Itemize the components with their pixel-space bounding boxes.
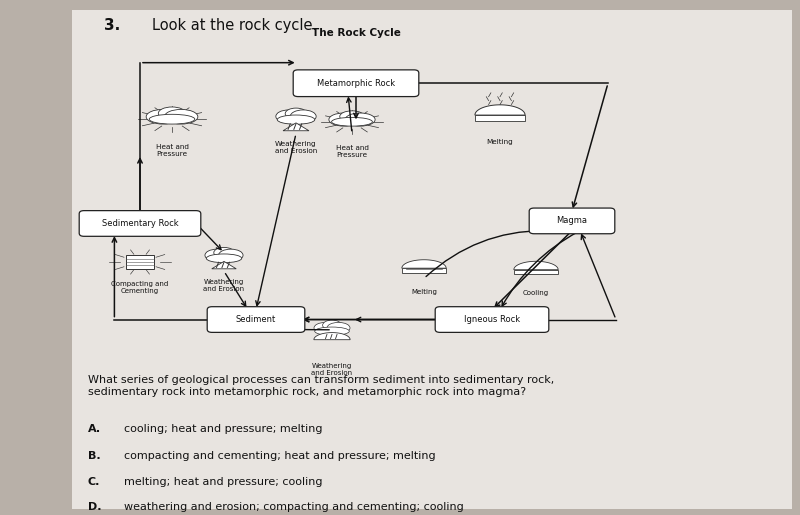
Ellipse shape — [346, 113, 375, 126]
Ellipse shape — [206, 254, 242, 263]
Ellipse shape — [285, 108, 307, 119]
Ellipse shape — [314, 327, 350, 335]
Bar — [126, 255, 154, 269]
Ellipse shape — [214, 247, 234, 258]
Ellipse shape — [329, 113, 358, 126]
FancyBboxPatch shape — [79, 211, 201, 236]
Ellipse shape — [290, 110, 316, 123]
Text: C.: C. — [88, 477, 100, 487]
Ellipse shape — [205, 249, 230, 262]
Text: The Rock Cycle: The Rock Cycle — [311, 28, 401, 39]
Bar — [514, 270, 558, 274]
Text: What series of geological processes can transform sediment into sedimentary rock: What series of geological processes can … — [88, 375, 554, 397]
Ellipse shape — [332, 117, 373, 126]
Text: Look at the rock cycle.: Look at the rock cycle. — [152, 18, 318, 33]
Ellipse shape — [158, 107, 186, 119]
Ellipse shape — [327, 322, 350, 334]
FancyBboxPatch shape — [530, 208, 614, 234]
Text: Melting: Melting — [486, 139, 514, 145]
Text: Cooling: Cooling — [523, 290, 549, 296]
Bar — [402, 268, 446, 273]
Polygon shape — [283, 123, 309, 131]
Ellipse shape — [322, 320, 342, 330]
FancyBboxPatch shape — [207, 307, 305, 332]
Polygon shape — [212, 262, 236, 269]
FancyBboxPatch shape — [435, 307, 549, 332]
Text: Compacting and
Cementing: Compacting and Cementing — [111, 281, 169, 294]
Text: Melting: Melting — [411, 289, 437, 295]
Text: cooling; heat and pressure; melting: cooling; heat and pressure; melting — [124, 424, 322, 434]
Ellipse shape — [218, 249, 243, 262]
Ellipse shape — [149, 114, 195, 124]
Ellipse shape — [146, 109, 179, 124]
Text: weathering and erosion; compacting and cementing; cooling: weathering and erosion; compacting and c… — [124, 503, 464, 512]
Polygon shape — [475, 105, 525, 115]
Text: Heat and
Pressure: Heat and Pressure — [335, 145, 369, 158]
Polygon shape — [514, 261, 558, 270]
Text: Weathering
and Erosion: Weathering and Erosion — [311, 363, 353, 376]
Text: Igneous Rock: Igneous Rock — [464, 315, 520, 324]
Text: Weathering
and Erosion: Weathering and Erosion — [275, 141, 317, 154]
Text: Magma: Magma — [557, 216, 587, 226]
Text: compacting and cementing; heat and pressure; melting: compacting and cementing; heat and press… — [124, 451, 436, 461]
Polygon shape — [402, 260, 446, 268]
Text: Metamorphic Rock: Metamorphic Rock — [317, 79, 395, 88]
Polygon shape — [314, 333, 350, 340]
Ellipse shape — [340, 111, 364, 122]
Text: B.: B. — [88, 451, 101, 461]
Text: Heat and
Pressure: Heat and Pressure — [155, 144, 189, 157]
Bar — [475, 115, 525, 121]
Text: Sediment: Sediment — [236, 315, 276, 324]
Text: Sedimentary Rock: Sedimentary Rock — [102, 219, 178, 228]
Text: 3.: 3. — [104, 18, 120, 33]
Text: D.: D. — [88, 503, 102, 512]
Text: Weathering
and Erosion: Weathering and Erosion — [203, 279, 245, 292]
FancyBboxPatch shape — [293, 70, 419, 97]
Ellipse shape — [276, 110, 302, 123]
FancyBboxPatch shape — [72, 10, 792, 509]
Ellipse shape — [314, 322, 337, 334]
Ellipse shape — [278, 115, 314, 124]
Text: melting; heat and pressure; cooling: melting; heat and pressure; cooling — [124, 477, 322, 487]
Ellipse shape — [165, 109, 198, 124]
Text: A.: A. — [88, 424, 101, 434]
